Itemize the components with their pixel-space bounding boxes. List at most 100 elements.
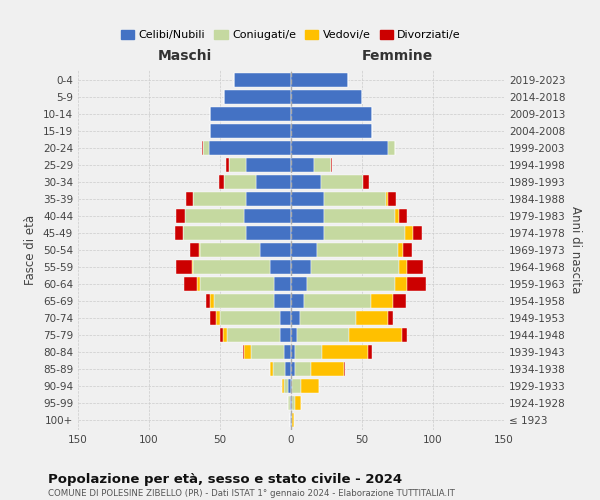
Bar [307,277,395,291]
Bar [175,226,183,240]
Bar [399,260,407,274]
Bar [286,362,291,376]
Bar [311,362,344,376]
Bar [202,141,203,155]
Bar [323,192,386,206]
Bar [200,243,260,257]
Bar [280,328,291,342]
Bar [234,73,291,87]
Bar [284,379,288,393]
Bar [226,158,229,172]
Bar [403,243,412,257]
Bar [323,209,395,223]
Bar [245,158,291,172]
Bar [193,260,270,274]
Bar [191,260,193,274]
Bar [288,379,291,393]
Bar [314,158,331,172]
Bar [291,379,292,393]
Bar [388,311,393,325]
Bar [193,192,245,206]
Bar [291,311,299,325]
Bar [317,243,398,257]
Bar [274,294,291,308]
Bar [291,175,321,189]
Bar [291,107,372,121]
Bar [288,396,290,410]
Bar [291,396,292,410]
Bar [323,226,404,240]
Bar [291,90,362,104]
Bar [291,226,323,240]
Bar [388,192,396,206]
Bar [200,277,274,291]
Bar [223,328,227,342]
Bar [209,141,291,155]
Bar [295,345,322,359]
Bar [260,243,291,257]
Bar [291,294,304,308]
Bar [245,226,291,240]
Bar [185,209,244,223]
Bar [274,277,291,291]
Bar [272,362,286,376]
Y-axis label: Fasce di età: Fasce di età [25,215,37,285]
Bar [183,226,245,240]
Bar [243,345,244,359]
Legend: Celibi/Nubili, Coniugati/e, Vedovi/e, Divorziati/e: Celibi/Nubili, Coniugati/e, Vedovi/e, Di… [116,25,466,44]
Bar [224,90,291,104]
Bar [291,277,307,291]
Bar [292,396,295,410]
Bar [349,328,402,342]
Bar [364,175,369,189]
Bar [280,311,291,325]
Bar [186,192,193,206]
Text: COMUNE DI POLESINE ZIBELLO (PR) - Dati ISTAT 1° gennaio 2024 - Elaborazione TUTT: COMUNE DI POLESINE ZIBELLO (PR) - Dati I… [48,489,455,498]
Bar [291,192,323,206]
Bar [256,175,291,189]
Bar [176,209,185,223]
Bar [291,209,323,223]
Bar [402,328,407,342]
Bar [270,362,272,376]
Bar [218,175,224,189]
Bar [210,107,291,121]
Bar [311,260,399,274]
Bar [214,294,274,308]
Bar [322,345,368,359]
Bar [220,311,280,325]
Bar [220,328,223,342]
Bar [203,141,209,155]
Bar [224,175,256,189]
Bar [245,192,291,206]
Y-axis label: Anni di nascita: Anni di nascita [569,206,582,294]
Bar [368,345,372,359]
Bar [398,243,403,257]
Bar [291,328,296,342]
Bar [301,379,319,393]
Bar [291,345,295,359]
Bar [371,294,393,308]
Bar [291,124,372,138]
Bar [290,413,291,427]
Bar [216,311,220,325]
Bar [291,260,311,274]
Bar [270,260,291,274]
Bar [206,294,210,308]
Bar [185,277,197,291]
Bar [295,362,311,376]
Bar [321,175,364,189]
Bar [244,345,251,359]
Bar [395,277,407,291]
Bar [229,158,245,172]
Bar [413,226,422,240]
Bar [291,158,314,172]
Bar [197,277,200,291]
Bar [395,209,399,223]
Bar [295,396,301,410]
Bar [356,311,388,325]
Bar [344,362,345,376]
Bar [176,260,191,274]
Bar [210,311,216,325]
Bar [393,294,406,308]
